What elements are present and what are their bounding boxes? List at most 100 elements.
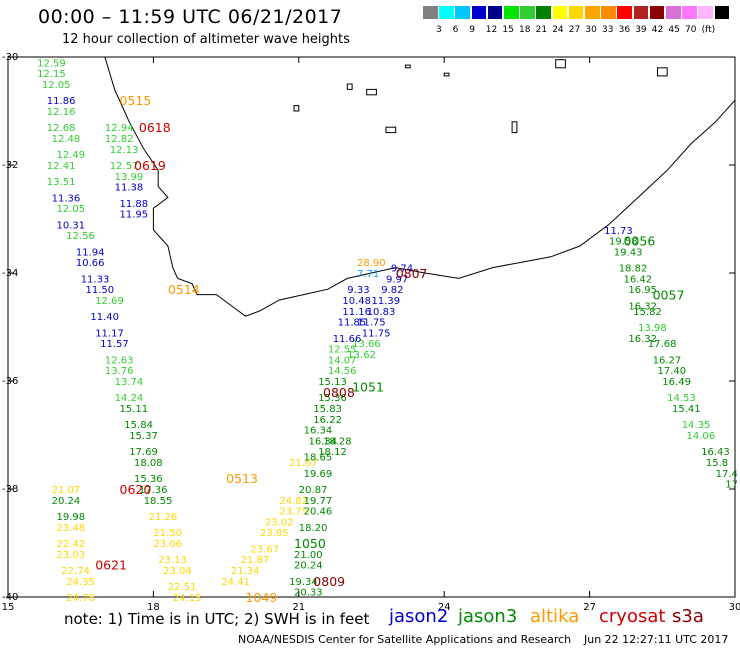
swh-value: 11.40 xyxy=(90,312,119,323)
x-tick-label: 18 xyxy=(147,602,160,613)
map-subtitle: 12 hour collection of altimeter wave hei… xyxy=(62,32,350,47)
island xyxy=(404,64,411,69)
island xyxy=(366,88,377,96)
swh-value: 16.95 xyxy=(628,285,657,296)
swh-value: 12.49 xyxy=(57,150,86,161)
swh-value: 14.07 xyxy=(328,355,357,366)
swh-value: 23.02 xyxy=(265,517,294,528)
island xyxy=(443,72,450,77)
swh-value: 23.85 xyxy=(260,528,289,539)
color-scale-label: 18 xyxy=(519,25,531,35)
swh-value: 15.13 xyxy=(318,377,347,388)
swh-value: 28.90 xyxy=(357,258,386,269)
swh-value: 11.57 xyxy=(100,339,129,350)
swh-value: 12.41 xyxy=(47,161,76,172)
x-tick-label: 24 xyxy=(438,602,451,613)
pass-time-label: 1050 xyxy=(294,536,326,551)
swh-value: 24.15 xyxy=(173,593,202,604)
swh-value: 14.35 xyxy=(682,420,711,431)
swh-value: 19.43 xyxy=(614,247,643,258)
color-scale-label: 12 xyxy=(485,25,498,35)
swh-value: 23.75 xyxy=(279,507,308,518)
swh-value: 24.41 xyxy=(221,577,250,588)
pass-time-label: 0807 xyxy=(396,266,428,281)
color-scale-label: 9 xyxy=(469,25,475,35)
swh-value: 12.15 xyxy=(37,69,66,80)
swh-value: 23.03 xyxy=(57,550,86,561)
swh-value: 12.16 xyxy=(47,107,76,118)
x-tick-label: 15 xyxy=(2,602,15,613)
swh-value: 12.55 xyxy=(328,345,357,356)
swh-value: 11.75 xyxy=(357,318,386,329)
swh-value: 15.8 xyxy=(706,458,728,469)
color-scale-label: 21 xyxy=(535,25,548,35)
swh-value: 14.06 xyxy=(687,431,716,442)
legend-jason2: jason2 xyxy=(389,606,449,627)
coastline-layer xyxy=(104,56,736,317)
swh-value: 21.34 xyxy=(231,566,260,577)
color-swatch xyxy=(439,6,454,19)
swh-value: 12.82 xyxy=(105,134,134,145)
swh-value: 11.95 xyxy=(120,210,149,221)
swh-value: 12.63 xyxy=(105,355,134,366)
swh-value: 11.86 xyxy=(47,96,76,107)
color-swatch xyxy=(520,6,535,19)
swh-value: 10.31 xyxy=(57,220,86,231)
swh-value: 9.74 xyxy=(391,264,413,275)
swh-value: 7.71 xyxy=(357,269,379,280)
swh-value: 12.57 xyxy=(110,161,139,172)
color-scale-label: 24 xyxy=(552,25,564,35)
swh-value: 20.24 xyxy=(294,561,323,572)
pass-time-label: 1049 xyxy=(246,590,278,605)
legend-jason3: jason3 xyxy=(458,606,518,627)
color-swatch xyxy=(633,6,649,19)
swh-value: 12.05 xyxy=(42,80,71,91)
swh-value: 19.34 xyxy=(289,577,318,588)
swh-value: 11.16 xyxy=(342,307,371,318)
swh-value: 17.69 xyxy=(129,447,158,458)
swh-value: 18.65 xyxy=(304,453,333,464)
swh-value: 13.99 xyxy=(115,172,144,183)
swh-value: 18.08 xyxy=(134,458,163,469)
swh-value: 17.68 xyxy=(648,339,677,350)
swh-value: 16.34 xyxy=(309,436,338,447)
color-scale-label: (ft) xyxy=(701,25,716,35)
swh-value: 24.35 xyxy=(66,577,95,588)
swh-value: 13.98 xyxy=(638,323,667,334)
x-tick-label: 21 xyxy=(292,602,305,613)
swh-value: 19.69 xyxy=(304,469,333,480)
swh-value: 23.67 xyxy=(250,544,279,555)
swh-value: 16.49 xyxy=(662,377,691,388)
swh-value: 21.07 xyxy=(52,485,81,496)
legend-cryosat: cryosat xyxy=(599,606,666,627)
swh-value: 11.75 xyxy=(362,328,391,339)
plot-frame xyxy=(7,56,736,598)
color-scale-label: 45 xyxy=(668,25,680,35)
swh-value: 23.13 xyxy=(158,555,187,566)
pass-time-label: 0619 xyxy=(134,158,166,173)
swh-value: 11.73 xyxy=(604,226,633,237)
y-tick-label: -30 xyxy=(2,52,18,63)
swh-value: 24.82 xyxy=(279,496,308,507)
island xyxy=(293,105,300,112)
plot-border xyxy=(7,56,736,598)
swh-value: 17.40 xyxy=(658,366,687,377)
legend-altika: altika xyxy=(530,606,580,627)
swh-value: 13.76 xyxy=(105,366,134,377)
swh-value: 16.34 xyxy=(304,426,333,437)
swh-value: 21.26 xyxy=(149,512,178,523)
pass-time-label: 0620 xyxy=(120,482,152,497)
swh-value: 16.43 xyxy=(701,447,730,458)
pass-time-label: 0513 xyxy=(226,471,258,486)
pass-time-label: 1051 xyxy=(352,379,384,394)
color-scale-label: 39 xyxy=(635,25,647,35)
swh-value: 9.82 xyxy=(381,285,403,296)
footer-timestamp: Jun 22 12:27:11 UTC 2017 xyxy=(584,633,729,646)
swh-value: 18.28 xyxy=(323,436,352,447)
swh-value: 18.20 xyxy=(299,523,328,534)
swh-value: 23.04 xyxy=(163,566,192,577)
swh-value: 15.36 xyxy=(318,393,347,404)
swh-value: 21.67 xyxy=(289,458,318,469)
island xyxy=(657,67,668,77)
